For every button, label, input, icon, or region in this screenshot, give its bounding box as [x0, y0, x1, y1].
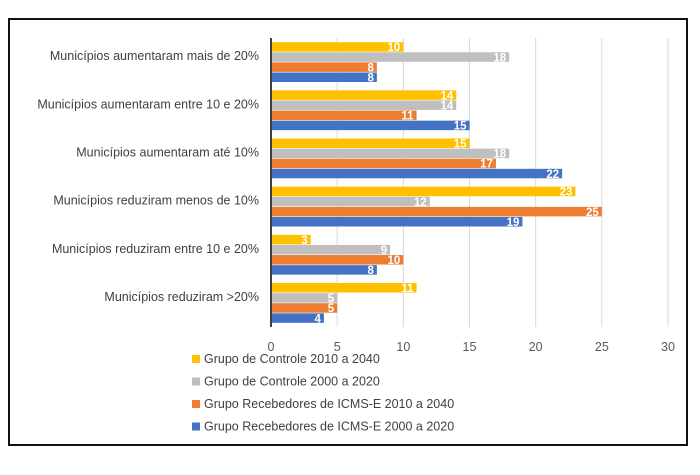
bar [271, 138, 470, 149]
bar [271, 148, 510, 159]
bar [271, 100, 457, 110]
data-label: 18 [493, 52, 506, 64]
bar [271, 206, 602, 217]
chart-frame [8, 18, 688, 446]
data-label: 10 [388, 42, 401, 54]
x-tick-label: 30 [661, 340, 675, 354]
data-label: 12 [414, 197, 427, 209]
category-label: Municípios aumentaram até 10% [76, 145, 259, 159]
bar [271, 293, 338, 303]
data-label: 23 [560, 187, 573, 199]
bar [271, 234, 311, 245]
legend: Grupo de Controle 2010 a 2040 Grupo de Co… [192, 352, 454, 434]
x-tick-label: 20 [529, 340, 543, 354]
bar [271, 62, 377, 72]
data-label: 19 [507, 217, 520, 229]
bar [271, 283, 417, 293]
bar [271, 244, 391, 255]
data-label: 15 [454, 121, 467, 133]
category-label: Municípios aumentaram mais de 20% [50, 49, 259, 63]
category-label: Municípios reduziram menos de 10% [53, 194, 259, 208]
data-label: 8 [367, 62, 374, 74]
bar [271, 255, 404, 265]
gridlines [336, 38, 669, 327]
legend-swatch [192, 400, 200, 408]
data-label: 22 [546, 169, 559, 181]
data-label: 11 [401, 111, 414, 123]
category-label: Municípios reduziram >20% [104, 290, 259, 304]
data-label: 18 [493, 149, 506, 161]
data-label: 25 [586, 207, 599, 219]
bar [271, 168, 563, 179]
legend-swatch [192, 377, 200, 386]
bar [271, 196, 430, 207]
x-tick-label: 10 [396, 340, 410, 354]
data-label: 11 [401, 283, 414, 295]
data-label: 10 [388, 255, 401, 267]
bar [271, 52, 510, 62]
legend-label: Grupo Recebedores de ICMS-E 2010 a 2040 [204, 397, 454, 411]
data-label: 14 [440, 100, 453, 112]
data-label: 4 [315, 313, 322, 325]
bar [271, 265, 377, 275]
bar [271, 186, 576, 197]
data-label: 15 [454, 139, 467, 151]
x-axis-ticks: 0 5 10 15 20 25 30 [268, 340, 675, 354]
data-label: 5 [328, 293, 335, 305]
legend-label: Grupo de Controle 2000 a 2020 [204, 375, 380, 389]
bar [271, 42, 404, 52]
data-label: 3 [301, 235, 307, 247]
bar [271, 303, 338, 313]
category-label: Municípios aumentaram entre 10 e 20% [37, 97, 259, 111]
data-label: 8 [367, 265, 374, 277]
data-label: 14 [440, 90, 453, 102]
x-tick-label: 25 [595, 340, 609, 354]
bar [271, 120, 470, 131]
bar [271, 313, 324, 323]
data-label: 17 [480, 159, 493, 171]
bar [271, 90, 457, 100]
category-label: Municípios reduziram entre 10 e 20% [52, 242, 259, 256]
bar [271, 216, 523, 227]
x-tick-label: 0 [268, 340, 275, 354]
bar [271, 72, 377, 82]
data-label: 5 [328, 303, 335, 315]
x-tick-label: 5 [334, 340, 341, 354]
category-labels: Municípios aumentaram mais de 20% Municíp… [37, 49, 259, 304]
legend-swatch [192, 422, 200, 431]
bar [271, 110, 417, 121]
legend-label: Grupo Recebedores de ICMS-E 2000 a 2020 [204, 420, 454, 434]
x-tick-label: 15 [463, 340, 477, 354]
data-label: 8 [367, 72, 374, 84]
data-label: 9 [381, 245, 387, 257]
bar [271, 158, 496, 169]
legend-swatch [192, 355, 200, 363]
legend-label: Grupo de Controle 2010 a 2040 [204, 352, 380, 366]
